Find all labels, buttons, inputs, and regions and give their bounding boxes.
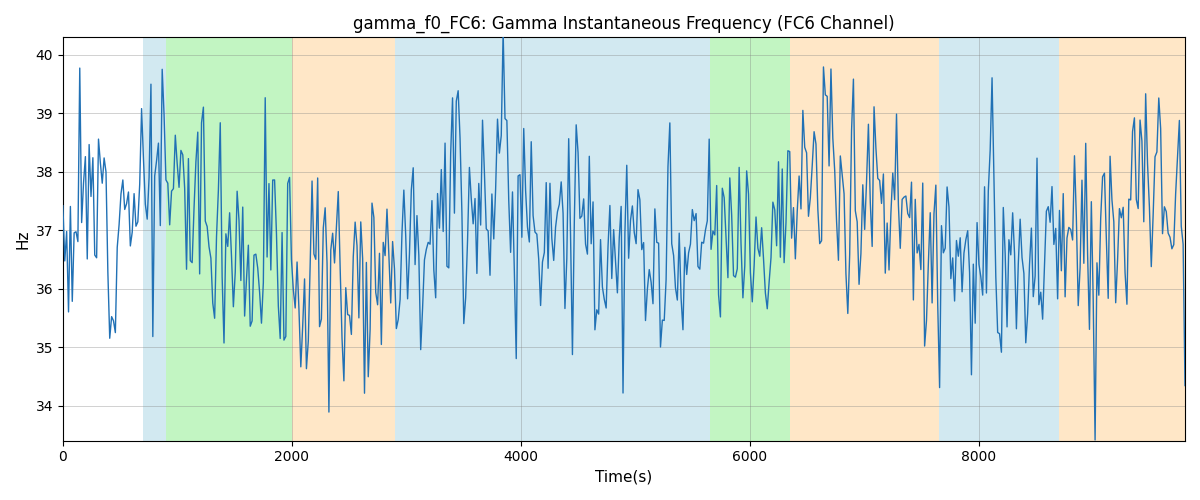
Bar: [938, 38, 967, 440]
Title: gamma_f0_FC6: Gamma Instantaneous Frequency (FC6 Channel): gamma_f0_FC6: Gamma Instantaneous Freque…: [353, 15, 895, 34]
X-axis label: Time(s): Time(s): [595, 470, 653, 485]
Bar: [430, 38, 463, 440]
Bar: [1060, 38, 1186, 440]
Bar: [395, 38, 430, 440]
Bar: [710, 38, 790, 440]
Bar: [166, 38, 292, 440]
Bar: [463, 38, 686, 440]
Bar: [790, 38, 938, 440]
Bar: [292, 38, 395, 440]
Bar: [143, 38, 166, 440]
Y-axis label: Hz: Hz: [16, 230, 30, 249]
Bar: [686, 38, 710, 440]
Bar: [967, 38, 1060, 440]
